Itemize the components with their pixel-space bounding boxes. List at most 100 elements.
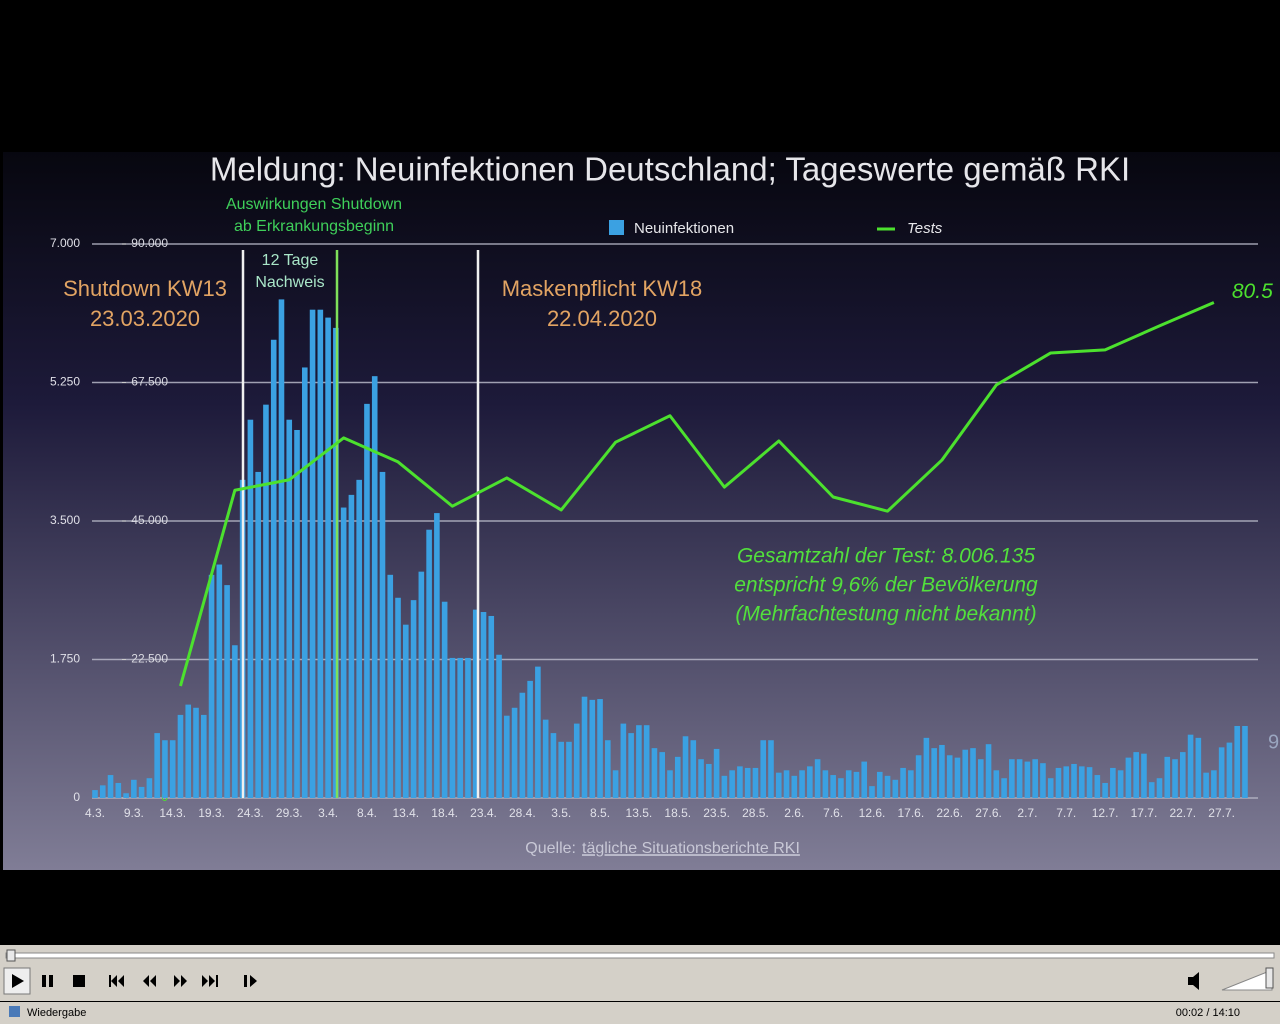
bar (1055, 767, 1062, 798)
bar (519, 692, 526, 798)
bar (931, 748, 937, 798)
bar (379, 471, 386, 798)
bar (115, 782, 122, 798)
bar (301, 367, 308, 798)
annotation: 23.03.2020 (90, 306, 200, 331)
bar (993, 770, 1000, 798)
bar (418, 571, 425, 798)
bar (581, 696, 588, 798)
x-tick-label: 17.6. (897, 806, 924, 820)
bar (1211, 770, 1217, 798)
bar (1117, 770, 1124, 798)
bar (861, 761, 868, 798)
bar (1001, 778, 1007, 798)
bar (853, 771, 860, 798)
volume-icon[interactable] (1188, 972, 1199, 990)
bar (511, 707, 518, 798)
x-tick-label: 9.3. (124, 806, 144, 820)
play-icon (12, 974, 24, 988)
x-tick-label: 18.5. (664, 806, 691, 820)
bar (177, 714, 184, 798)
y-tick-label: 0 (73, 790, 80, 804)
source-link: tägliche Situationsberichte RKI (582, 840, 800, 857)
bar (954, 757, 961, 798)
previous-button[interactable] (109, 975, 124, 987)
x-tick-label: 3.5. (551, 806, 571, 820)
y2-tick-label: 67.500 (131, 375, 168, 389)
bar (573, 723, 580, 798)
bar (309, 309, 316, 798)
bar (612, 770, 619, 798)
seek-thumb[interactable] (6, 949, 16, 962)
bar (364, 403, 370, 798)
bar (472, 609, 479, 798)
x-tick-label: 19.3. (198, 806, 225, 820)
bar (721, 775, 728, 798)
bar (659, 752, 666, 798)
bar (550, 733, 557, 798)
x-tick-label: 27.6. (975, 806, 1002, 820)
bar (845, 770, 852, 798)
value-label: 80.5 (1232, 280, 1273, 303)
legend-label: Neuinfektionen (634, 220, 734, 237)
bar (216, 564, 223, 798)
bar (667, 770, 673, 798)
x-tick-label: 17.7. (1131, 806, 1158, 820)
y2-tick-label: 45.000 (131, 513, 168, 527)
bar (1032, 759, 1038, 798)
bar (628, 733, 634, 798)
x-tick-label: 18.4. (431, 806, 458, 820)
bar (807, 766, 813, 798)
line (179, 301, 1215, 687)
bar (224, 585, 230, 798)
bar (426, 529, 432, 798)
x-tick-label: 3.4. (318, 806, 338, 820)
bar (900, 767, 906, 798)
bar (1016, 759, 1023, 798)
seek-bar[interactable] (5, 952, 1275, 959)
bar (317, 309, 324, 798)
annotation: Shutdown KW13 (63, 276, 227, 301)
bar (977, 759, 984, 798)
bar (908, 770, 914, 798)
rewind-button[interactable] (143, 975, 156, 987)
bar (1125, 757, 1132, 798)
y-tick-label: 7.000 (50, 236, 80, 250)
bar (1078, 766, 1085, 798)
forward-button[interactable] (174, 975, 187, 987)
legend-swatch (609, 220, 624, 235)
x-tick-label: 7.7. (1056, 806, 1076, 820)
annotation: 12 Tage (262, 252, 319, 269)
y-tick-label: 1.750 (50, 652, 80, 666)
stop-button[interactable] (73, 975, 85, 987)
bar (1242, 725, 1248, 798)
bar (1110, 767, 1116, 798)
bar (744, 767, 751, 798)
bar (876, 771, 883, 798)
bar (286, 419, 293, 798)
bar (791, 775, 798, 798)
status-text: Wiedergabe (27, 1007, 86, 1019)
bar (1071, 763, 1077, 798)
annotation: entspricht 9,6% der Bevölkerung (734, 574, 1038, 597)
x-tick-label: 14.3. (159, 806, 186, 820)
bar (566, 741, 572, 798)
annotation: 22.04.2020 (547, 306, 657, 331)
x-tick-label: 28.5. (742, 806, 769, 820)
frame-step-button[interactable] (244, 975, 257, 987)
pause-button[interactable] (42, 975, 53, 987)
bar (838, 778, 844, 798)
annotation: Nachweis (255, 274, 324, 291)
bar (232, 645, 238, 798)
bar (154, 733, 160, 798)
bar (698, 759, 704, 798)
bar (690, 740, 697, 798)
bar (884, 775, 891, 798)
bar (504, 715, 510, 798)
bar (1102, 782, 1108, 798)
bar (92, 790, 98, 798)
next-button[interactable] (202, 975, 218, 987)
bar (799, 770, 805, 798)
bar (636, 725, 642, 798)
volume-thumb[interactable] (1265, 967, 1274, 989)
